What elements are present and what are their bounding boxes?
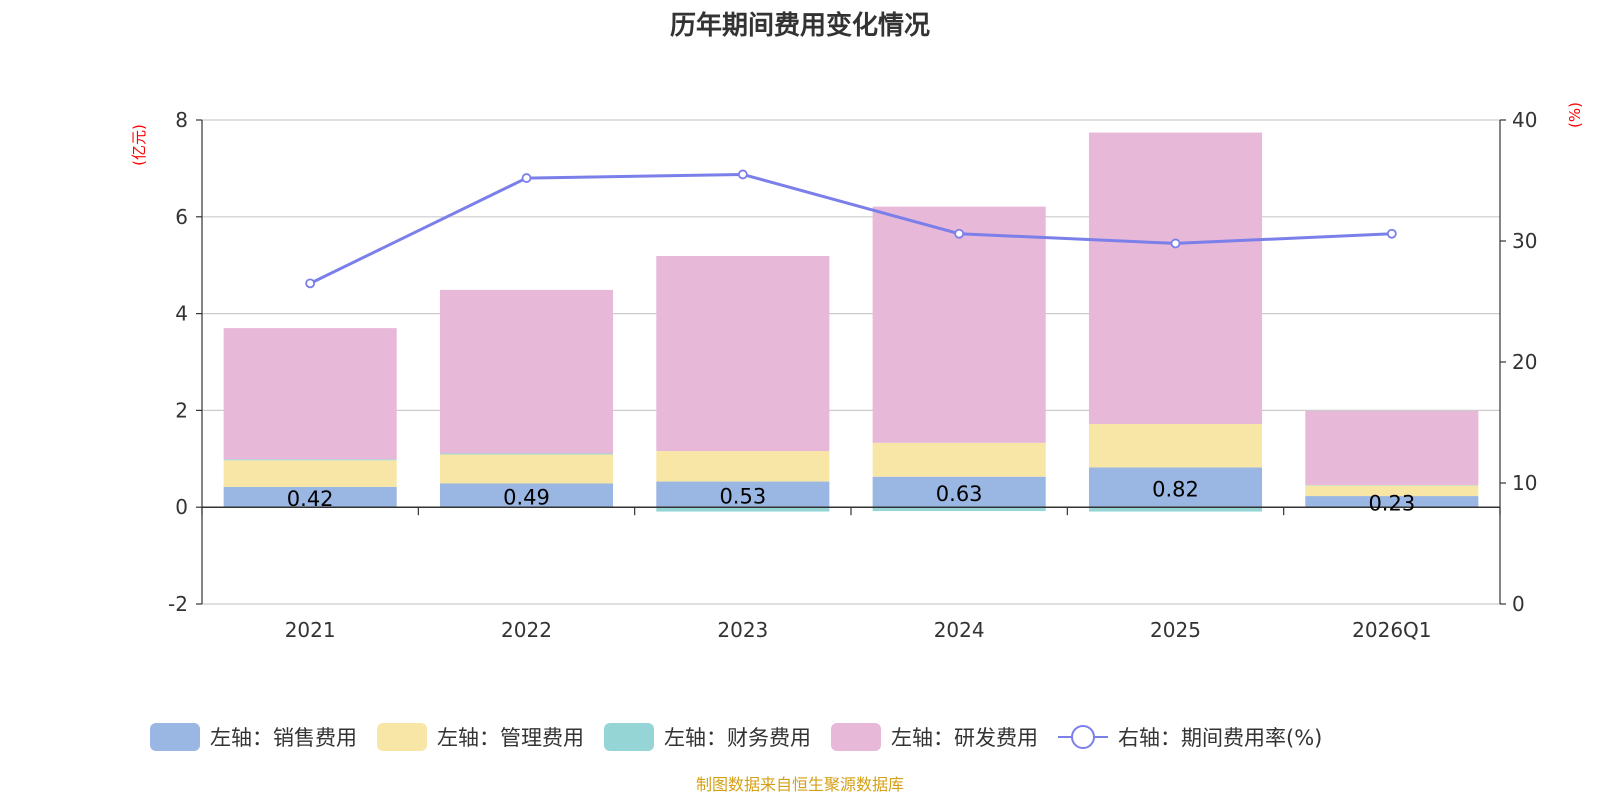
bar-segment (223, 486, 397, 508)
bar-segment (223, 328, 397, 460)
x-tick-label: 2023 (717, 618, 768, 642)
bar-segment (1305, 485, 1479, 497)
bar-data-label: 0.23 (1368, 492, 1415, 516)
bar-segment (1088, 132, 1263, 424)
bar-segment (439, 289, 614, 454)
rate-point (1170, 238, 1181, 249)
bar-segment (872, 206, 1046, 443)
bar-data-label: 0.42 (287, 487, 334, 511)
bar-segment (872, 442, 1046, 477)
right-tick-label: 10 (1512, 471, 1537, 495)
bar-segment (656, 451, 830, 482)
bar-segment (1088, 507, 1263, 512)
right-tick-label: 20 (1512, 350, 1537, 374)
legend-item: 右轴：期间费用率(%) (1058, 725, 1322, 750)
bar-segment (1088, 423, 1263, 468)
rate-point (954, 228, 965, 239)
left-tick-label: 8 (175, 108, 188, 132)
bar-segment (872, 507, 1046, 512)
bar-series (223, 132, 1479, 512)
data-labels: 0.42 0.49 0.53 0.63 0.82 0.23 (287, 477, 1415, 515)
bar-segment (1305, 410, 1479, 485)
legend-swatch (377, 723, 427, 751)
bar-data-label: 0.53 (719, 484, 766, 508)
legend-marker (1071, 725, 1095, 749)
bar-segment (1088, 467, 1263, 508)
rate-point (737, 169, 748, 180)
source-note: 制图数据来自恒生聚源数据库 (696, 775, 904, 794)
legend-swatch (831, 723, 881, 751)
bar-segment (223, 459, 397, 461)
legend-swatch (604, 723, 654, 751)
bar-segment (656, 481, 830, 508)
rate-line-path (309, 172, 1392, 285)
left-tick-label: 0 (175, 495, 188, 519)
axes: -2 0 2 4 6 8 0 10 20 30 40 2021 2022 2023 2024 2025 2026… (168, 108, 1537, 642)
legend-label: 左轴：销售费用 (210, 726, 357, 750)
chart-title: 历年期间费用变化情况 (670, 10, 930, 41)
bar-segment (656, 256, 830, 452)
left-tick-label: 2 (175, 398, 188, 422)
legend-swatch (150, 723, 200, 751)
legend-label: 左轴：研发费用 (891, 726, 1038, 750)
legend-label: 左轴：管理费用 (437, 726, 584, 750)
rate-point (1386, 228, 1397, 239)
bar-segment (1305, 496, 1479, 508)
legend: 左轴：销售费用 左轴：管理费用 左轴：财务费用 左轴：研发费用 右轴：期间费用率(%) (150, 723, 1322, 751)
x-tick-label: 2026Q1 (1352, 618, 1431, 642)
right-axis-unit: (%) (1566, 102, 1584, 128)
bar-data-label: 0.82 (1152, 477, 1199, 501)
legend-item: 左轴：财务费用 (604, 723, 811, 751)
bar-segment (439, 483, 614, 508)
bar-segment (223, 460, 397, 487)
legend-label: 左轴：财务费用 (664, 726, 811, 750)
rate-point (521, 173, 532, 183)
rate-point (305, 278, 316, 289)
x-tick-label: 2024 (934, 618, 985, 642)
x-tick-label: 2021 (285, 618, 336, 642)
legend-item: 左轴：销售费用 (150, 723, 357, 751)
right-tick-label: 30 (1512, 229, 1537, 253)
right-tick-label: 40 (1512, 108, 1537, 132)
bar-segment (439, 454, 614, 484)
x-tick-label: 2025 (1150, 618, 1201, 642)
bar-data-label: 0.49 (503, 485, 550, 509)
expense-rate-line (305, 169, 1397, 289)
bar-segment (656, 507, 830, 512)
left-axis-unit: (亿元) (130, 124, 148, 166)
legend-item: 左轴：管理费用 (377, 723, 584, 751)
left-tick-label: -2 (168, 592, 188, 616)
legend-label: 右轴：期间费用率(%) (1118, 726, 1322, 750)
bar-data-label: 0.63 (936, 482, 983, 506)
bar-segment (439, 453, 614, 455)
right-tick-label: 0 (1512, 592, 1525, 616)
left-tick-label: 4 (175, 302, 188, 326)
left-tick-label: 6 (175, 205, 188, 229)
legend-item: 左轴：研发费用 (831, 723, 1038, 751)
x-tick-label: 2022 (501, 618, 552, 642)
bar-segment (872, 476, 1046, 508)
